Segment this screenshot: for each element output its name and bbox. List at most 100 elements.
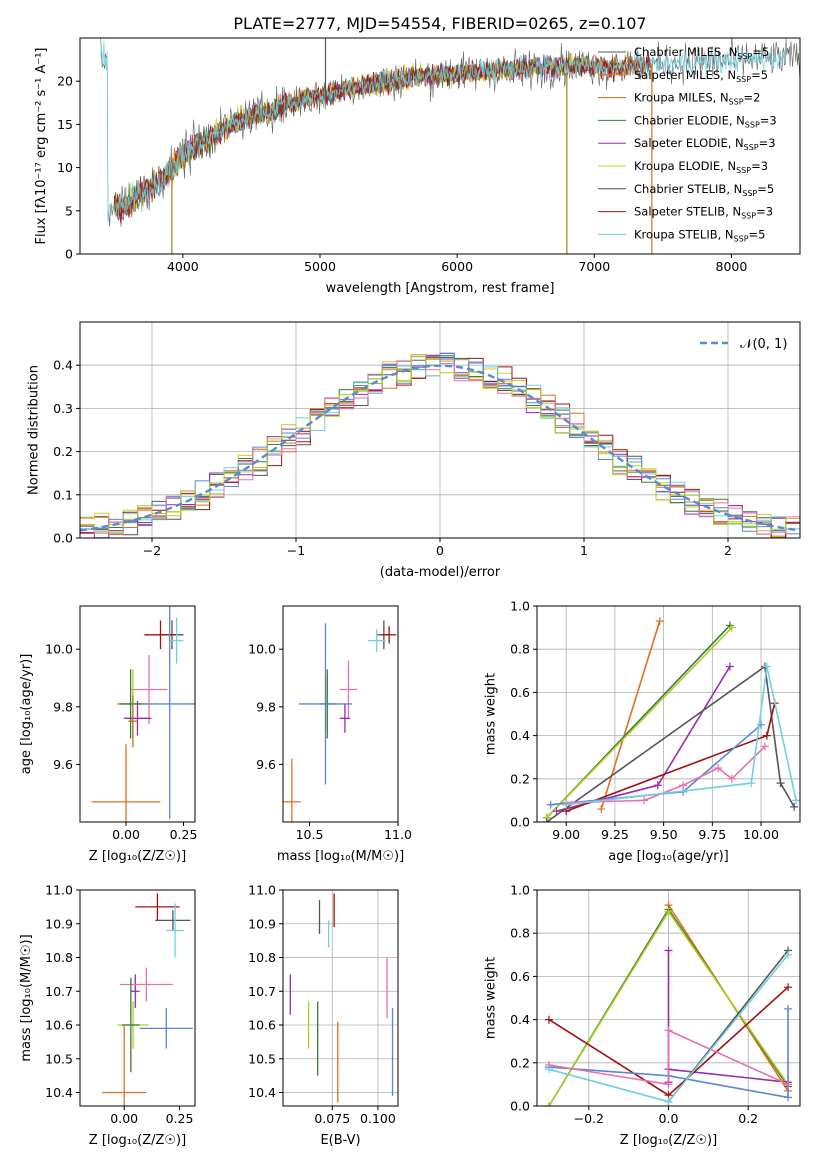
weight-series	[546, 665, 795, 822]
x-tick-label: 0.00	[110, 1111, 138, 1126]
y-tick-label: 10.5	[248, 1051, 276, 1066]
legend-label: Kroupa ELODIE, NSSP=3	[634, 159, 768, 175]
weight-marker	[664, 1026, 673, 1035]
weight-marker	[679, 781, 688, 790]
y-tick-label: 10.0	[248, 642, 276, 657]
x-tick-label: 10.5	[296, 827, 324, 842]
x-tick-label: 0.075	[314, 1111, 350, 1126]
weight-vs-z-chart: −0.2 0.0 0.2 0.0 0.2 0.4 0.6 0.8 1.0 Z [log₁₀(Z/Z…	[484, 883, 801, 1148]
plot-area	[102, 893, 193, 1106]
y-tick-label: 10.6	[45, 1018, 73, 1033]
x-tick-label: 0.00	[112, 827, 140, 842]
spectrum-line-kroupa-stelib	[100, 40, 787, 223]
weight-marker	[762, 731, 771, 740]
y-tick-label: 10.4	[248, 1085, 276, 1100]
x-axis-label: E(B-V)	[320, 1133, 360, 1148]
y-tick-label: 10.6	[248, 1018, 276, 1033]
x-tick-label: 0.0	[659, 1111, 679, 1126]
y-tick-label: 5	[65, 203, 73, 218]
x-axis-label: mass [log₁₀(M/M☉)]	[277, 849, 404, 864]
legend-value: =5	[752, 45, 769, 59]
x-tick-label: 0	[436, 543, 444, 558]
weight-marker	[760, 742, 769, 751]
y-axis-label: mass weight	[484, 957, 499, 1039]
y-tick-label: 0.2	[510, 1055, 530, 1070]
normal-curve	[80, 364, 798, 532]
y-tick-label: 20	[57, 74, 73, 89]
axes-frame	[536, 605, 801, 823]
weight-series	[546, 627, 733, 819]
plot-area	[289, 893, 394, 1103]
legend-label: 𝒩(0, 1)	[740, 337, 787, 352]
y-tick-label: 9.6	[256, 757, 276, 772]
weight-marker	[655, 617, 664, 626]
axes-frame	[282, 605, 399, 823]
legend-subscript: SSP	[734, 234, 749, 243]
legend-value: =3	[759, 136, 776, 150]
x-tick-label: 9.75	[698, 827, 726, 842]
x-tick-label: −1	[287, 543, 305, 558]
weight-marker	[784, 950, 793, 959]
y-tick-label: 0.0	[53, 531, 73, 546]
y-tick-label: 9.8	[53, 699, 73, 714]
x-tick-label: 0.2	[738, 1111, 758, 1126]
weight-series	[566, 666, 797, 806]
y-tick-label: 10.9	[248, 916, 276, 931]
y-tick-label: 0.8	[510, 926, 530, 941]
legend-label: Salpeter STELIB, NSSP=3	[634, 205, 773, 221]
y-tick-label: 0.0	[510, 1099, 530, 1114]
x-tick-label: 9.25	[601, 827, 629, 842]
weight-marker	[546, 800, 555, 809]
mass-vs-z-chart: 0.00 0.25 10.4 10.5 10.6 10.7 10.8 10.9 11.0 Z [l…	[19, 883, 196, 1148]
weight-marker	[776, 779, 785, 788]
plot-area	[542, 617, 800, 822]
weight-vs-age-chart: 9.00 9.25 9.50 9.75 10.00 0.0 0.2 0.4 0.6 0.8 1.0 a…	[484, 599, 801, 864]
histogram-series	[80, 352, 800, 535]
y-tick-label: 1.0	[510, 883, 530, 898]
legend-value: =3	[751, 159, 768, 173]
x-axis-label: (data-model)/error	[380, 565, 501, 580]
y-tick-label: 0.4	[510, 728, 530, 743]
histogram-series	[80, 355, 800, 534]
y-axis-label: Flux [fλ10⁻¹⁷ erg cm⁻² s⁻¹ A⁻¹]	[34, 48, 49, 245]
weight-marker	[790, 802, 799, 811]
weight-marker	[792, 796, 800, 805]
axes-frame	[79, 889, 196, 1107]
x-tick-label: −0.2	[574, 1111, 604, 1126]
y-tick-label: 10.9	[45, 916, 73, 931]
x-axis-label: Z [log₁₀(Z/Z☉)]	[620, 1133, 717, 1148]
y-tick-label: 10.8	[248, 950, 276, 965]
age-vs-z-chart: 0.00 0.25 9.6 9.8 10.0 Z [log₁₀(Z/Z☉)] age [lo…	[19, 605, 197, 864]
weight-marker	[762, 662, 771, 671]
x-tick-label: 9.00	[552, 827, 580, 842]
weight-marker	[725, 662, 734, 671]
weight-marker	[544, 1102, 553, 1106]
spectrum-line-chabrier-stelib	[100, 38, 800, 227]
y-axis-label: age [log₁₀(age/yr)]	[19, 654, 34, 775]
weight-marker	[597, 805, 606, 814]
legend-label: Salpeter MILES, NSSP=5	[634, 68, 768, 84]
y-tick-label: 10.8	[45, 950, 73, 965]
plot-area	[91, 606, 195, 822]
axes-frame	[79, 605, 196, 823]
y-tick-label: 0.1	[53, 487, 73, 502]
weight-series	[548, 1008, 789, 1099]
plot-area	[544, 901, 793, 1106]
x-tick-label: 11.0	[384, 827, 412, 842]
weight-marker	[784, 1093, 793, 1102]
mass-vs-ebv-chart: 0.075 0.100 10.4 10.5 10.6 10.7 10.8 10.9 11.0 E(…	[248, 883, 399, 1148]
figure-title: PLATE=2777, MJD=54554, FIBERID=0265, z=0…	[233, 14, 646, 33]
weight-marker	[552, 807, 561, 816]
axes-frame	[282, 889, 399, 1107]
legend-label: Salpeter ELODIE, NSSP=3	[634, 136, 776, 152]
weight-marker	[784, 1080, 793, 1089]
y-tick-label: 0.2	[510, 771, 530, 786]
x-axis-label: wavelength [Angstrom, rest frame]	[326, 281, 555, 296]
y-axis-label: mass weight	[484, 673, 499, 755]
x-tick-label: 0.100	[360, 1111, 396, 1126]
legend-value: =5	[749, 227, 766, 241]
y-tick-label: 9.6	[53, 757, 73, 772]
weight-marker	[784, 1004, 793, 1013]
y-tick-label: 0.8	[510, 642, 530, 657]
weight-marker	[727, 623, 736, 632]
